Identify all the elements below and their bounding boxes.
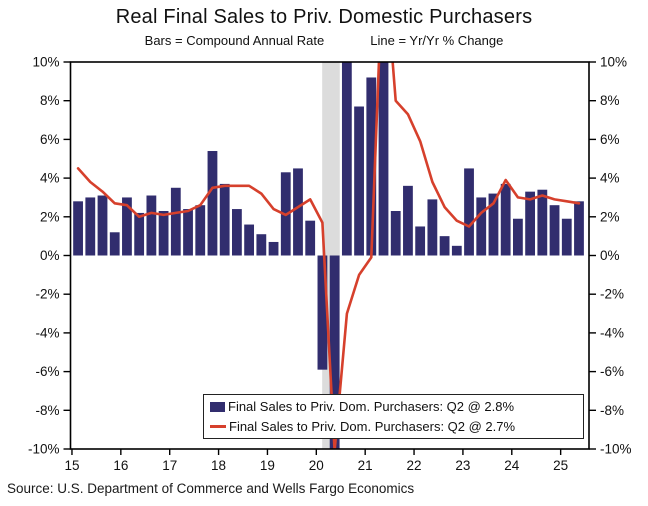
y-tick-label-right: -4% (600, 325, 624, 340)
bar-2018Q3 (244, 224, 255, 256)
bar-2021Q1 (366, 77, 377, 256)
y-tick-label-left: 8% (40, 93, 60, 108)
y-tick-label-right: 4% (600, 171, 620, 186)
x-tick-label: 24 (504, 458, 520, 473)
y-tick-label-right: 8% (600, 93, 620, 108)
bar-2015Q4 (109, 232, 120, 256)
y-tick-label-left: -8% (35, 403, 59, 418)
bar-2022Q1 (415, 226, 426, 256)
bar-2020Q1 (317, 255, 328, 370)
bar-2024Q3 (537, 189, 548, 256)
bar-2015Q1 (73, 201, 83, 256)
bar-2017Q1 (170, 187, 181, 256)
y-tick-label-left: 0% (40, 248, 60, 263)
bar-2021Q3 (390, 210, 401, 256)
bar-2019Q3 (293, 168, 303, 256)
bar-2021Q4 (403, 185, 413, 256)
y-tick-label-right: -10% (600, 442, 632, 457)
bar-2017Q2 (183, 209, 193, 256)
x-tick-label: 18 (211, 458, 226, 473)
x-tick-label: 21 (358, 458, 373, 473)
yoy-line (76, 62, 581, 449)
bar-2022Q4 (451, 245, 462, 256)
y-tick-label-right: 0% (600, 248, 620, 263)
bar-2017Q3 (195, 205, 206, 256)
legend-entry-line-label: Final Sales to Priv. Dom. Purchasers: Q2… (229, 419, 516, 434)
bar-2023Q1 (464, 168, 474, 256)
x-tick-label: 16 (113, 458, 128, 473)
bar-2016Q1 (122, 197, 132, 256)
legend-box: Final Sales to Priv. Dom. Purchasers: Q2… (203, 394, 584, 439)
line-series (76, 62, 581, 449)
bar-2025Q1 (561, 218, 572, 256)
x-tick-label: 15 (64, 458, 79, 473)
subtitle-bars-label: Bars = Compound Annual Rate (144, 33, 325, 48)
bar-2023Q2 (476, 197, 487, 256)
legend-entry-line: Final Sales to Priv. Dom. Purchasers: Q2… (210, 418, 583, 435)
bar-2015Q2 (85, 197, 96, 256)
y-tick-label-left: -6% (35, 364, 59, 379)
bar-2025Q2 (574, 201, 584, 256)
line-series-swatch (210, 425, 226, 428)
bar-2024Q4 (549, 205, 560, 256)
y-tick-label-left: -2% (35, 287, 59, 302)
bar-2018Q2 (231, 209, 242, 256)
bar-2023Q3 (488, 193, 499, 256)
bar-2016Q4 (158, 210, 169, 256)
bar-2022Q3 (439, 236, 450, 256)
bar-2021Q2 (378, 62, 389, 256)
bar-2024Q2 (525, 191, 536, 256)
y-tick-label-right: 6% (600, 132, 620, 147)
y-tick-label-right: 10% (600, 55, 627, 70)
x-tick-label: 23 (455, 458, 470, 473)
y-axis: -10% -10% -8% -8% -6% -6% -4% -4% -2% -2% 0% 0% 2% 2%… (28, 55, 632, 457)
bar-2019Q4 (305, 220, 316, 256)
x-tick-label: 20 (309, 458, 324, 473)
bar-2018Q4 (256, 234, 267, 256)
bar-2024Q1 (512, 218, 523, 256)
bar-2019Q1 (268, 241, 279, 256)
chart-title: Real Final Sales to Priv. Domestic Purch… (115, 6, 533, 28)
bar-2016Q2 (134, 212, 145, 256)
chart-subtitle: Bars = Compound Annual Rate Line = Yr/Yr … (0, 33, 648, 48)
bar-2023Q4 (500, 183, 511, 256)
bar-2022Q2 (427, 199, 438, 256)
y-tick-label-left: -10% (28, 442, 60, 457)
x-tick-label: 19 (260, 458, 275, 473)
y-tick-label-left: 6% (40, 132, 60, 147)
y-tick-label-right: -6% (600, 364, 624, 379)
y-tick-label-right: -8% (600, 403, 624, 418)
legend-entry-bars-label: Final Sales to Priv. Dom. Purchasers: Q2… (228, 399, 515, 414)
bar-2020Q2 (329, 255, 340, 449)
bar-2016Q3 (146, 195, 157, 256)
x-tick-label: 17 (162, 458, 177, 473)
y-tick-label-left: -4% (35, 325, 59, 340)
bar-2015Q3 (97, 195, 108, 256)
bar-2020Q4 (354, 106, 364, 256)
bar-series-swatch (210, 401, 225, 412)
y-tick-label-left: 2% (40, 209, 60, 224)
x-tick-label: 22 (407, 458, 422, 473)
bar-2017Q4 (207, 151, 218, 256)
bar-2018Q1 (219, 183, 230, 256)
bar-2020Q3 (341, 62, 352, 256)
y-tick-label-right: -2% (600, 287, 624, 302)
source-note: Source: U.S. Department of Commerce and … (7, 481, 415, 496)
subtitle-line-label: Line = Yr/Yr % Change (370, 33, 504, 48)
y-tick-label-right: 2% (600, 209, 620, 224)
x-axis: 15 16 17 18 19 20 21 22 23 24 25 (64, 449, 568, 473)
y-tick-label-left: 10% (32, 55, 59, 70)
x-tick-label: 25 (553, 458, 568, 473)
legend-entry-bars: Final Sales to Priv. Dom. Purchasers: Q2… (210, 398, 583, 415)
y-tick-label-left: 4% (40, 171, 60, 186)
